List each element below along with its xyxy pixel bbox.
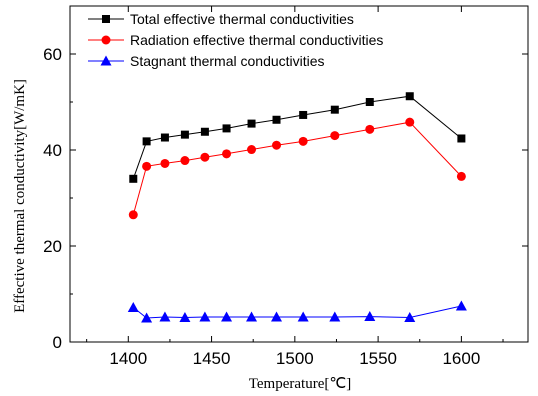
series-1-point bbox=[160, 133, 169, 142]
y-tick-label: 0 bbox=[53, 333, 62, 352]
series-1-point bbox=[457, 134, 466, 143]
legend-label-2: Radiation effective thermal conductiviti… bbox=[130, 32, 383, 48]
series-2-point bbox=[128, 210, 138, 220]
series-2-point bbox=[142, 161, 152, 171]
series-1-point bbox=[142, 137, 151, 146]
series-3-point bbox=[221, 311, 233, 322]
series-2-point bbox=[180, 156, 190, 166]
series-1-point bbox=[247, 119, 256, 128]
legend-label-3: Stagnant thermal conductivities bbox=[130, 53, 325, 69]
series-3-point bbox=[364, 311, 376, 322]
series-2-point bbox=[405, 117, 415, 127]
series-2-point bbox=[330, 131, 340, 141]
x-tick-label: 1600 bbox=[442, 349, 480, 368]
series-3-point bbox=[159, 311, 171, 322]
legend-marker-1 bbox=[102, 15, 110, 23]
x-axis-title: Temperature[℃] bbox=[249, 376, 351, 392]
series-3-point bbox=[297, 311, 309, 322]
series-1-point bbox=[365, 98, 374, 106]
series-1-point bbox=[299, 110, 308, 119]
series-3-point bbox=[246, 311, 258, 322]
series-3-point bbox=[179, 312, 191, 323]
series-2-point bbox=[456, 171, 466, 181]
legend-marker-3 bbox=[100, 55, 112, 66]
series-2-point bbox=[365, 124, 375, 134]
series-1-point bbox=[180, 130, 189, 139]
series-2-point bbox=[222, 149, 232, 159]
y-tick-label: 60 bbox=[43, 45, 62, 64]
series-3-point bbox=[329, 311, 341, 322]
series-2-point bbox=[247, 145, 257, 155]
legend-label-1: Total effective thermal conductivities bbox=[130, 11, 354, 27]
axes: 1400 1450 1500 1550 1600 0 20 40 60 bbox=[43, 5, 529, 368]
series-2-point bbox=[200, 152, 210, 162]
series-3-point bbox=[141, 312, 153, 323]
series-1-point bbox=[330, 105, 339, 114]
legend-marker-2 bbox=[101, 35, 111, 45]
series-1-point bbox=[129, 174, 138, 183]
series-3-point bbox=[455, 300, 467, 311]
series-2-point bbox=[160, 158, 170, 168]
series-1-point bbox=[200, 127, 209, 136]
series-3-point bbox=[127, 301, 139, 312]
x-tick-label: 1450 bbox=[193, 349, 231, 368]
series-2-point bbox=[298, 136, 308, 146]
plot-frame bbox=[69, 5, 529, 343]
series-3-point bbox=[199, 311, 211, 322]
y-axis-title: Effective thermal conductivity[W/mK] bbox=[12, 79, 28, 313]
series-1-point bbox=[222, 124, 231, 133]
legend: Total effective thermal conductivities Ra… bbox=[88, 11, 383, 69]
series-3-point bbox=[404, 312, 416, 323]
x-tick-label: 1400 bbox=[109, 349, 147, 368]
series-3-point bbox=[271, 311, 283, 322]
series-1-point bbox=[272, 115, 281, 124]
series-2-point bbox=[272, 140, 282, 150]
y-tick-label: 20 bbox=[43, 237, 62, 256]
x-tick-label: 1550 bbox=[359, 349, 397, 368]
series-1-point bbox=[405, 92, 414, 101]
y-tick-label: 40 bbox=[43, 141, 62, 160]
series-group bbox=[127, 92, 467, 323]
x-tick-label: 1500 bbox=[276, 349, 314, 368]
